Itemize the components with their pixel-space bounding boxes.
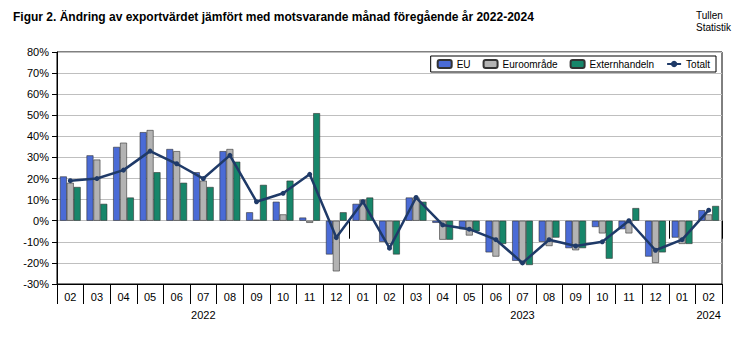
svg-text:04: 04	[437, 291, 449, 303]
svg-text:60%: 60%	[27, 88, 49, 100]
svg-text:30%: 30%	[27, 151, 49, 163]
svg-text:02: 02	[64, 291, 76, 303]
svg-text:-20%: -20%	[23, 257, 49, 269]
svg-text:10: 10	[277, 291, 289, 303]
svg-text:2024: 2024	[696, 309, 720, 321]
svg-text:11: 11	[623, 291, 634, 303]
svg-text:Statistik: Statistik	[696, 22, 732, 33]
svg-text:09: 09	[570, 291, 582, 303]
svg-text:01: 01	[676, 291, 688, 303]
svg-text:02: 02	[383, 291, 395, 303]
svg-text:07: 07	[197, 291, 209, 303]
svg-text:06: 06	[171, 291, 183, 303]
svg-text:Externhandeln: Externhandeln	[590, 59, 655, 70]
svg-text:Tullen: Tullen	[696, 10, 723, 21]
svg-text:70%: 70%	[27, 67, 49, 79]
svg-text:08: 08	[224, 291, 236, 303]
svg-text:0%: 0%	[33, 215, 49, 227]
svg-text:40%: 40%	[27, 130, 49, 142]
svg-text:2022: 2022	[191, 309, 215, 321]
svg-text:10: 10	[596, 291, 608, 303]
svg-text:80%: 80%	[27, 46, 49, 58]
svg-text:03: 03	[410, 291, 422, 303]
svg-text:-10%: -10%	[23, 236, 49, 248]
svg-text:06: 06	[490, 291, 502, 303]
svg-text:11: 11	[304, 291, 315, 303]
svg-text:-30%: -30%	[23, 278, 49, 290]
svg-text:50%: 50%	[27, 109, 49, 121]
svg-text:02: 02	[703, 291, 715, 303]
svg-text:EU: EU	[457, 59, 471, 70]
svg-text:08: 08	[543, 291, 555, 303]
svg-text:Totalt: Totalt	[686, 59, 710, 70]
svg-text:12: 12	[330, 291, 342, 303]
svg-text:05: 05	[463, 291, 475, 303]
svg-text:09: 09	[250, 291, 262, 303]
svg-text:12: 12	[649, 291, 661, 303]
svg-text:05: 05	[144, 291, 156, 303]
svg-text:10%: 10%	[27, 194, 49, 206]
svg-text:03: 03	[91, 291, 103, 303]
svg-text:07: 07	[516, 291, 528, 303]
svg-text:Figur 2. Ändring av exportvärd: Figur 2. Ändring av exportvärdet jämfört…	[13, 9, 534, 24]
svg-text:20%: 20%	[27, 173, 49, 185]
svg-text:04: 04	[117, 291, 129, 303]
svg-text:Euroområde: Euroområde	[503, 59, 558, 70]
svg-text:01: 01	[357, 291, 369, 303]
svg-text:2023: 2023	[510, 309, 534, 321]
